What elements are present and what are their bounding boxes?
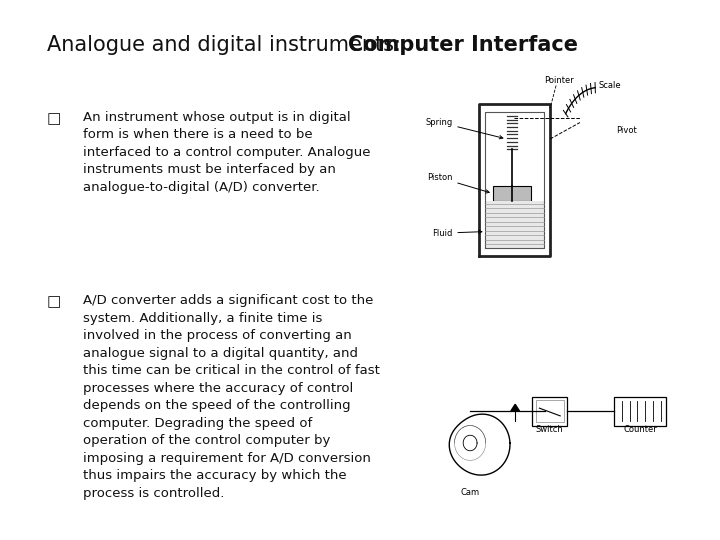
Text: Fluid: Fluid	[432, 228, 482, 238]
Text: Switch: Switch	[536, 426, 564, 434]
Bar	[485, 201, 544, 248]
Bar	[614, 396, 666, 426]
Text: Piston: Piston	[427, 173, 489, 193]
Text: A/D converter adds a significant cost to the
system. Additionally, a finite time: A/D converter adds a significant cost to…	[83, 294, 379, 500]
Text: Analogue and digital instruments:: Analogue and digital instruments:	[47, 35, 408, 55]
Text: Counter: Counter	[623, 426, 657, 434]
Text: An instrument whose output is in digital
form is when there is a need to be
inte: An instrument whose output is in digital…	[83, 111, 370, 194]
Bar	[533, 396, 567, 426]
Text: Pointer: Pointer	[544, 77, 574, 85]
Bar	[493, 186, 531, 201]
Text: □: □	[47, 294, 61, 309]
Text: Scale: Scale	[598, 80, 621, 90]
Text: □: □	[47, 111, 61, 126]
Text: Computer Interface: Computer Interface	[348, 35, 577, 55]
Bar	[536, 400, 564, 422]
Text: Pivot: Pivot	[616, 126, 636, 135]
Text: Cam: Cam	[461, 488, 480, 497]
Text: Spring: Spring	[425, 118, 503, 139]
Polygon shape	[510, 404, 520, 411]
